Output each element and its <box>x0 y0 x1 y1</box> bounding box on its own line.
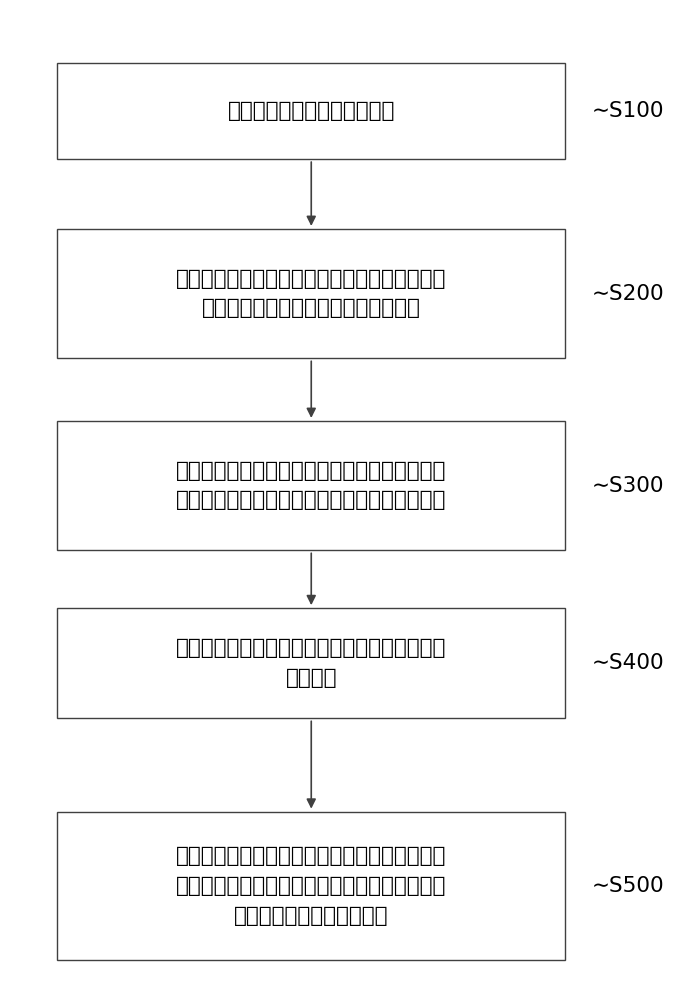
Text: 增加单相或双相测试电源，对所述三相四线输电
线缆的各相线以及中线的电流相量进行在线测量: 增加单相或双相测试电源，对所述三相四线输电 线缆的各相线以及中线的电流相量进行在… <box>176 461 446 510</box>
FancyBboxPatch shape <box>57 229 565 358</box>
Text: 不增加测试电源，对所述三相四线输电线缆的各
相线以及中线的电流相量进行在线测量: 不增加测试电源，对所述三相四线输电线缆的各 相线以及中线的电流相量进行在线测量 <box>176 269 446 318</box>
Text: 根据所述航空地面电源输出的电源电压以及增加
单相或双相测试电源测量得到的电流相量，计算
得到所述电线缆参数的数值: 根据所述航空地面电源输出的电源电压以及增加 单相或双相测试电源测量得到的电流相量… <box>176 846 446 926</box>
Text: ∼S400: ∼S400 <box>592 653 665 673</box>
Text: 根据两次在线测量推算得到所述输电线缆参数的
计算公式: 根据两次在线测量推算得到所述输电线缆参数的 计算公式 <box>176 638 446 688</box>
Text: ∼S300: ∼S300 <box>592 476 665 496</box>
FancyBboxPatch shape <box>57 812 565 960</box>
Text: ∼S200: ∼S200 <box>592 284 665 304</box>
FancyBboxPatch shape <box>57 63 565 159</box>
Text: 建立三相四线非对称电路模型: 建立三相四线非对称电路模型 <box>228 101 395 121</box>
Text: ∼S100: ∼S100 <box>592 101 665 121</box>
Text: ∼S500: ∼S500 <box>592 876 665 896</box>
FancyBboxPatch shape <box>57 421 565 550</box>
FancyBboxPatch shape <box>57 608 565 718</box>
